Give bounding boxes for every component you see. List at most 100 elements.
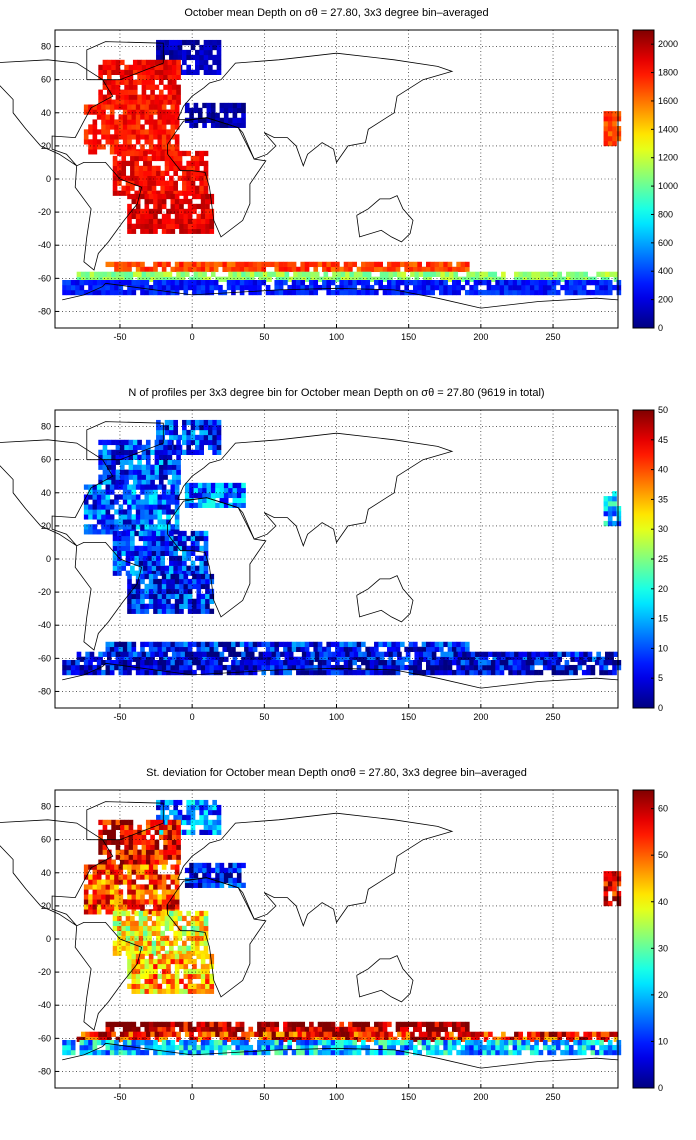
data-bin bbox=[112, 160, 118, 167]
data-bin bbox=[426, 261, 431, 268]
data-bin bbox=[164, 39, 170, 46]
data-bin bbox=[192, 598, 197, 604]
data-bin bbox=[70, 279, 76, 286]
data-bin bbox=[122, 289, 128, 296]
data-bin bbox=[112, 165, 118, 172]
data-bin bbox=[119, 651, 125, 657]
colorbar-tick-label: 1600 bbox=[658, 96, 678, 106]
data-bin bbox=[453, 276, 459, 282]
data-bin bbox=[248, 289, 254, 296]
data-bin bbox=[208, 439, 213, 446]
data-bin bbox=[486, 1039, 492, 1046]
data-bin bbox=[322, 669, 327, 676]
data-bin bbox=[137, 834, 142, 840]
data-bin bbox=[202, 1031, 207, 1037]
data-bin bbox=[547, 279, 552, 286]
data-bin bbox=[203, 429, 209, 436]
data-bin bbox=[518, 656, 524, 662]
data-bin bbox=[154, 1036, 160, 1042]
data-bin bbox=[365, 659, 371, 666]
data-bin bbox=[443, 1049, 448, 1056]
data-bin bbox=[339, 646, 345, 653]
data-bin bbox=[274, 659, 280, 666]
data-bin bbox=[540, 276, 545, 282]
data-bin bbox=[160, 44, 166, 51]
data-bin bbox=[212, 434, 217, 441]
data-bin bbox=[131, 879, 137, 885]
data-bin bbox=[145, 474, 151, 480]
y-tick-label: -80 bbox=[38, 1066, 51, 1076]
data-bin bbox=[169, 429, 174, 436]
data-bin bbox=[161, 223, 167, 229]
data-bin bbox=[177, 930, 183, 936]
data-bin bbox=[561, 1031, 567, 1037]
data-bin bbox=[132, 651, 138, 657]
data-bin bbox=[115, 89, 121, 95]
data-bin bbox=[508, 284, 513, 291]
data-bin bbox=[145, 459, 151, 465]
data-bin bbox=[179, 213, 184, 220]
data-bin bbox=[339, 1039, 345, 1046]
data-bin bbox=[131, 519, 137, 525]
data-bin bbox=[160, 540, 166, 547]
data-bin bbox=[551, 284, 557, 291]
data-bin bbox=[404, 284, 409, 291]
data-bin bbox=[335, 266, 340, 273]
data-bin bbox=[200, 958, 206, 965]
data-bin bbox=[106, 854, 112, 860]
data-bin bbox=[195, 69, 200, 75]
data-bin bbox=[375, 1031, 381, 1037]
data-bin bbox=[205, 193, 210, 200]
data-bin bbox=[157, 958, 163, 965]
data-bin bbox=[241, 102, 246, 109]
data-bin bbox=[408, 1044, 414, 1051]
data-bin bbox=[125, 560, 131, 566]
data-bin bbox=[96, 664, 102, 671]
data-bin bbox=[215, 651, 220, 657]
data-bin bbox=[395, 1026, 401, 1033]
data-bin bbox=[542, 1044, 548, 1051]
data-bin bbox=[477, 289, 483, 296]
data-bin bbox=[209, 953, 215, 960]
data-bin bbox=[141, 84, 147, 90]
data-bin bbox=[195, 54, 200, 61]
data-bin bbox=[304, 1039, 310, 1046]
data-bin bbox=[183, 1044, 189, 1051]
data-bin bbox=[109, 499, 115, 505]
data-bin bbox=[148, 983, 154, 989]
data-bin bbox=[182, 434, 187, 441]
data-bin bbox=[101, 494, 106, 500]
data-bin bbox=[118, 279, 124, 286]
data-bin bbox=[169, 565, 174, 571]
data-bin bbox=[158, 69, 164, 75]
data-bin bbox=[105, 1026, 111, 1033]
data-bin bbox=[169, 950, 174, 956]
data-bin bbox=[361, 1039, 366, 1046]
data-bin bbox=[349, 271, 355, 277]
data-bin bbox=[417, 669, 422, 676]
data-bin bbox=[574, 651, 580, 657]
data-bin bbox=[222, 266, 228, 273]
data-bin bbox=[535, 276, 541, 282]
data-bin bbox=[261, 669, 267, 676]
data-bin bbox=[418, 651, 424, 657]
data-bin bbox=[275, 656, 281, 662]
data-bin bbox=[124, 844, 129, 850]
data-bin bbox=[118, 659, 124, 666]
data-bin bbox=[150, 819, 155, 826]
coastline bbox=[167, 497, 267, 618]
data-bin bbox=[174, 646, 180, 653]
data-bin bbox=[143, 180, 148, 186]
data-bin bbox=[193, 122, 199, 128]
data-bin bbox=[369, 266, 375, 273]
data-bin bbox=[114, 509, 119, 515]
data-bin bbox=[177, 44, 183, 51]
data-bin bbox=[400, 261, 405, 268]
data-bin bbox=[205, 223, 210, 229]
data-bin bbox=[134, 180, 140, 186]
data-bin bbox=[199, 925, 204, 932]
data-bin bbox=[451, 266, 457, 273]
data-bin bbox=[128, 271, 134, 277]
data-bin bbox=[174, 603, 180, 609]
x-tick-label: 100 bbox=[329, 332, 344, 342]
